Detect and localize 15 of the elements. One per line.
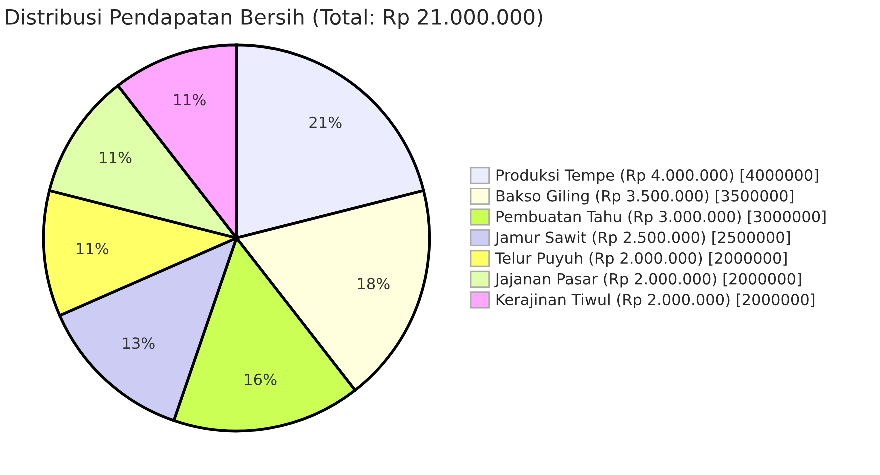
data-label: 11% bbox=[77, 243, 109, 255]
legend-label: Pembuatan Tahu (Rp 3.000.000) [3000000] bbox=[496, 210, 826, 226]
data-label: 11% bbox=[100, 152, 132, 164]
legend-label: Bakso Giling (Rp 3.500.000) [3500000] bbox=[496, 190, 794, 205]
data-label: 13% bbox=[123, 338, 155, 350]
legend-label: Jajanan Pasar (Rp 2.000.000) [2000000] bbox=[494, 273, 802, 288]
data-label: 18% bbox=[358, 278, 390, 290]
legend-label: Kerajinan Tiwul (Rp 2.000.000) [2000000] bbox=[496, 294, 815, 309]
legend-label: Telur Puyuh (Rp 2.000.000) [2000000] bbox=[495, 252, 787, 268]
data-label: 16% bbox=[245, 374, 277, 386]
legend-label: Produksi Tempe (Rp 4.000.000) [4000000] bbox=[496, 169, 818, 184]
data-label: 21% bbox=[310, 116, 342, 128]
data-label: 11% bbox=[174, 94, 206, 106]
chart-title: Distribusi Pendapatan Bersih (Total: Rp 21.000.000) bbox=[6, 8, 542, 30]
legend-label: Jamur Sawit (Rp 2.500.000) [2500000] bbox=[494, 232, 790, 246]
